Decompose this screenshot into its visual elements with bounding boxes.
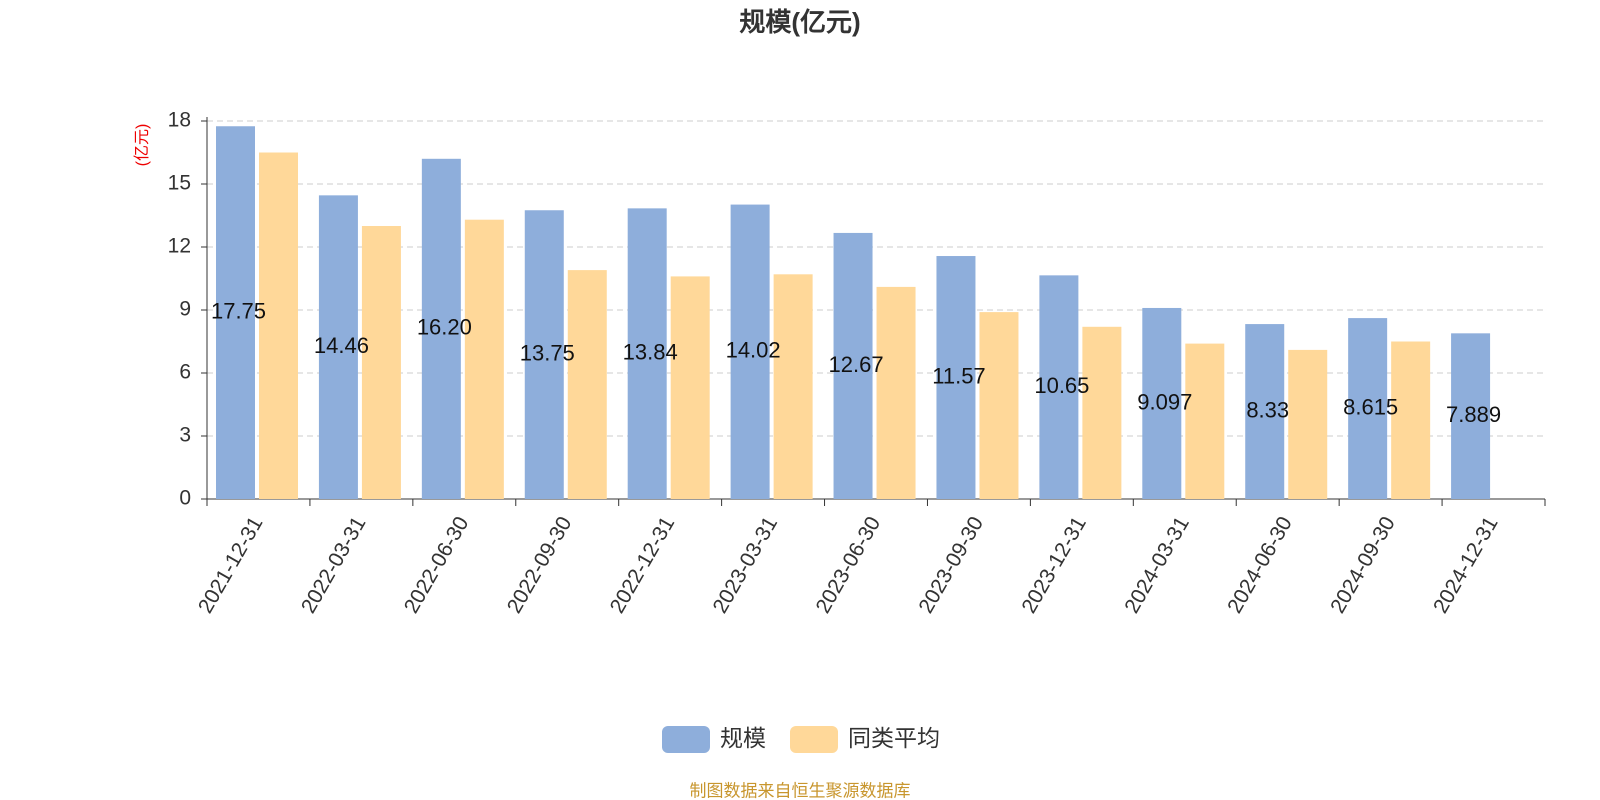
- data-label: 13.84: [623, 339, 678, 364]
- x-tick-label: 2024-12-31: [1429, 513, 1503, 618]
- bar: [361, 226, 401, 499]
- bar: [1288, 349, 1328, 499]
- legend-swatch: [662, 726, 710, 753]
- data-label: 7.889: [1446, 402, 1501, 427]
- bar: [318, 195, 358, 499]
- data-label: 14.02: [726, 338, 781, 363]
- legend-label: 规模: [720, 725, 766, 751]
- x-tick-label: 2023-06-30: [812, 513, 886, 618]
- x-tick-label: 2023-12-31: [1017, 513, 1091, 618]
- data-label: 8.615: [1343, 394, 1398, 419]
- bar: [567, 270, 607, 499]
- bar: [1451, 333, 1491, 499]
- bar: [979, 312, 1019, 499]
- legend-label: 同类平均: [848, 725, 940, 751]
- x-tick-label: 2024-09-30: [1326, 513, 1400, 618]
- data-label: 8.33: [1246, 397, 1289, 422]
- x-tick-label: 2022-09-30: [503, 513, 577, 618]
- data-label: 17.75: [211, 298, 266, 323]
- bar: [773, 274, 813, 499]
- bar: [833, 232, 873, 499]
- bar: [464, 219, 504, 499]
- x-tick-label: 2021-12-31: [194, 513, 268, 618]
- data-label: 11.57: [932, 363, 985, 388]
- x-tick-label: 2023-03-31: [709, 513, 783, 618]
- data-label: 16.20: [417, 315, 472, 340]
- bar: [1142, 307, 1182, 499]
- legend-swatch: [790, 726, 838, 753]
- bar: [524, 210, 564, 499]
- data-label: 9.097: [1137, 389, 1192, 414]
- bar: [421, 158, 461, 500]
- y-tick-label: 15: [168, 172, 191, 195]
- data-label: 12.67: [829, 352, 884, 377]
- x-tick-label: 2024-06-30: [1223, 513, 1297, 618]
- y-tick-label: 12: [168, 235, 191, 258]
- x-tick-label: 2024-03-31: [1120, 513, 1194, 618]
- data-label: 13.75: [520, 340, 575, 365]
- y-tick-label: 0: [179, 487, 191, 510]
- x-tick-label: 2022-06-30: [400, 513, 474, 618]
- x-tick-label: 2023-09-30: [914, 513, 988, 618]
- x-tick-label: 2022-12-31: [606, 513, 680, 618]
- bar: [259, 152, 298, 499]
- bar: [730, 204, 770, 499]
- bar: [1348, 318, 1388, 499]
- y-tick-label: 18: [168, 109, 191, 132]
- bar: [1082, 326, 1122, 499]
- chart-title: 规模(亿元): [739, 7, 860, 37]
- bar: [1245, 324, 1285, 499]
- y-tick-label: 3: [179, 424, 191, 447]
- data-label: 14.46: [314, 333, 369, 358]
- bar: [936, 256, 976, 499]
- y-tick-label: 6: [179, 361, 191, 384]
- bar: [1039, 275, 1079, 499]
- footer: 制图数据来自恒生聚源数据库: [690, 781, 911, 800]
- y-tick-label: 9: [179, 298, 191, 321]
- bar: [1391, 341, 1431, 499]
- data-label: 10.65: [1034, 373, 1089, 398]
- x-tick-label: 2022-03-31: [297, 513, 371, 618]
- bar: [670, 276, 710, 499]
- bar: [1185, 343, 1225, 499]
- bar: [627, 208, 667, 500]
- y-axis-label: (亿元): [133, 124, 151, 167]
- bar: [216, 126, 255, 499]
- bar: [876, 286, 916, 499]
